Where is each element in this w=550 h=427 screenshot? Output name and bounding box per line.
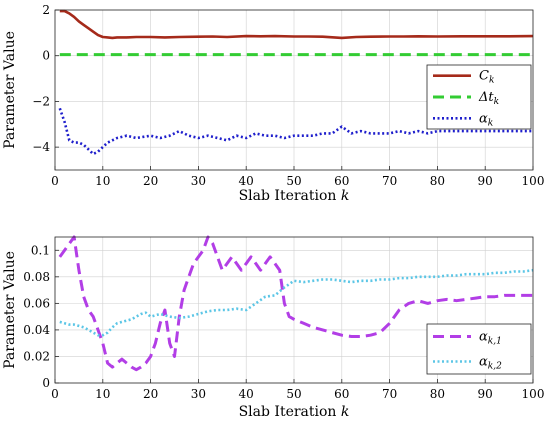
legend: Ck Δtk αk — [426, 64, 532, 130]
series-line-2 — [59, 268, 534, 337]
x-tick-label: 90 — [478, 387, 493, 401]
x-tick-label: 70 — [382, 387, 397, 401]
x-tick-label: 30 — [191, 174, 206, 188]
legend-label-1: αk,1 — [479, 330, 502, 347]
y-tick-label: −4 — [32, 140, 50, 154]
y-tick-label: 0.04 — [23, 323, 50, 337]
x-tick-label: 0 — [51, 387, 59, 401]
y-axis-label: Parameter Value — [2, 251, 18, 369]
legend: αk,1 αk,2 — [426, 323, 532, 375]
y-tick-label: −2 — [32, 94, 50, 108]
x-tick-label: 100 — [522, 387, 545, 401]
x-tick-label: 20 — [143, 387, 158, 401]
y-tick-label: 0.06 — [23, 296, 50, 310]
legend-label-1: Ck — [479, 69, 494, 86]
x-tick-label: 10 — [95, 174, 110, 188]
x-tick-label: 90 — [478, 174, 493, 188]
y-tick-label: 0 — [42, 376, 50, 390]
legend-box — [426, 323, 532, 375]
x-tick-label: 70 — [382, 174, 397, 188]
x-tick-label: 60 — [334, 174, 349, 188]
y-tick-label: 2 — [42, 3, 50, 17]
x-tick-label: 50 — [286, 387, 301, 401]
x-tick-label: 0 — [51, 174, 59, 188]
legend-label-2: Δtk — [478, 90, 499, 107]
x-axis-label: Slab Iteration k — [239, 188, 350, 204]
x-tick-label: 50 — [286, 174, 301, 188]
x-tick-label: 40 — [239, 174, 254, 188]
y-axis-label: Parameter Value — [2, 31, 18, 149]
y-tick-label: 0.1 — [31, 243, 50, 257]
legend-label-3: αk — [479, 111, 493, 128]
x-tick-label: 100 — [522, 174, 545, 188]
x-tick-label: 20 — [143, 174, 158, 188]
legend-label-2: αk,2 — [479, 355, 502, 372]
x-axis-label: Slab Iteration k — [239, 404, 350, 420]
x-tick-label: 40 — [239, 387, 254, 401]
series-line-1 — [58, 235, 533, 372]
y-tick-label: 0.02 — [23, 349, 50, 363]
x-tick-label: 80 — [430, 387, 445, 401]
chart-2: 0 10 20 30 40 50 60 70 80 90 100 0.1 0.08 0.06 0.04 0.0… — [2, 235, 545, 420]
x-tick-label: 60 — [334, 387, 349, 401]
x-tick-label: 30 — [191, 387, 206, 401]
x-tick-label: 10 — [95, 387, 110, 401]
y-tick-label: 0 — [42, 49, 50, 63]
x-tick-label: 80 — [430, 174, 445, 188]
y-tick-label: 0.08 — [23, 270, 50, 284]
series-line-1 — [59, 9, 534, 40]
